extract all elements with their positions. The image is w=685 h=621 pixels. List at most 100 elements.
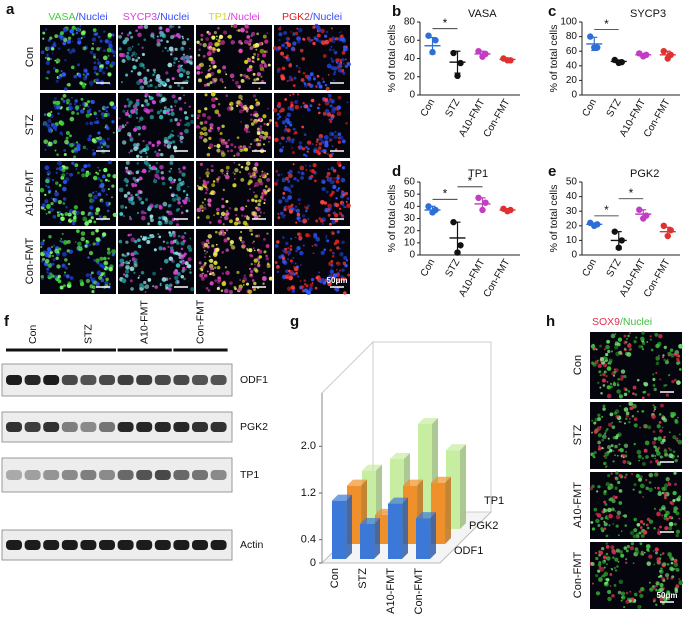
- micrograph-signal: [249, 268, 251, 270]
- column-header: VASA/Nuclei: [48, 11, 107, 23]
- micrograph-signal: [141, 201, 145, 205]
- micrograph-signal: [126, 161, 130, 165]
- micrograph-signal: [252, 60, 254, 62]
- micrograph-signal: [157, 233, 159, 235]
- micrograph-signal: [254, 139, 257, 142]
- micrograph-signal: [347, 197, 350, 200]
- micrograph-signal: [161, 176, 165, 180]
- micrograph-signal: [631, 542, 634, 545]
- micrograph-signal: [246, 131, 248, 133]
- micrograph-signal: [329, 249, 332, 252]
- micrograph-signal: [204, 243, 208, 247]
- micrograph-signal: [593, 421, 596, 424]
- micrograph-signal: [58, 280, 62, 284]
- micrograph-signal: [613, 460, 615, 462]
- micrograph-signal: [591, 420, 593, 422]
- micrograph-signal: [218, 114, 221, 117]
- micrograph-signal: [606, 381, 608, 383]
- micrograph-signal: [625, 558, 627, 560]
- micrograph-signal: [125, 167, 128, 170]
- micrograph-signal: [316, 276, 319, 279]
- micrograph-signal: [105, 278, 108, 281]
- micrograph-signal: [298, 146, 300, 148]
- micrograph-signal: [269, 119, 272, 122]
- micrograph-signal: [236, 105, 238, 107]
- bar-side: [374, 518, 380, 559]
- micrograph-signal: [86, 273, 90, 277]
- micrograph-signal: [613, 375, 615, 377]
- micrograph-signal: [602, 434, 607, 439]
- micrograph-signal: [61, 98, 64, 101]
- micrograph-signal: [47, 57, 50, 60]
- micrograph-signal: [342, 51, 346, 55]
- micrograph-signal: [614, 445, 618, 449]
- micrograph-signal: [203, 207, 206, 210]
- micrograph-signal: [100, 239, 102, 241]
- micrograph-signal: [614, 487, 617, 490]
- micrograph-signal: [318, 137, 322, 141]
- micrograph-signal: [169, 186, 171, 188]
- micrograph-signal: [54, 34, 58, 38]
- micrograph-signal: [595, 418, 598, 421]
- y-axis-label: % of total cells: [386, 185, 398, 253]
- micrograph-signal: [46, 213, 48, 215]
- micrograph-signal: [327, 153, 329, 155]
- micrograph-signal: [64, 140, 69, 145]
- micrograph-signal: [150, 115, 154, 119]
- micrograph-signal: [164, 140, 168, 144]
- micrograph-signal: [50, 111, 52, 113]
- micrograph-signal: [231, 25, 233, 27]
- micrograph-signal: [182, 36, 184, 38]
- micrograph-signal: [65, 206, 67, 208]
- micrograph-signal: [264, 250, 267, 253]
- micrograph-signal: [222, 232, 226, 236]
- micrograph-signal: [240, 74, 243, 77]
- micrograph-signal: [250, 175, 253, 178]
- micrograph-signal: [662, 439, 666, 443]
- micrograph-signal: [62, 264, 66, 268]
- micrograph-signal: [172, 94, 176, 98]
- micrograph-signal: [609, 497, 613, 501]
- micrograph-signal: [261, 197, 264, 200]
- micrograph-signal: [113, 132, 115, 134]
- micrograph-signal: [259, 181, 263, 185]
- micrograph-signal: [176, 263, 181, 268]
- micrograph-signal: [174, 118, 177, 121]
- micrograph-signal: [616, 549, 620, 553]
- micrograph-signal: [89, 135, 92, 138]
- micrograph-signal: [655, 372, 657, 374]
- micrograph-signal: [249, 254, 252, 257]
- micrograph-signal: [51, 198, 53, 200]
- micrograph-signal: [143, 281, 146, 284]
- micrograph-signal: [618, 443, 620, 445]
- micrograph-signal: [592, 583, 594, 585]
- micrograph-signal: [128, 200, 131, 203]
- micrograph-signal: [659, 575, 662, 578]
- micrograph-signal: [122, 140, 126, 144]
- micrograph-signal: [83, 46, 87, 50]
- micrograph-signal: [184, 232, 186, 234]
- blot-band: [211, 375, 227, 385]
- micrograph-signal: [336, 261, 340, 265]
- micrograph-signal: [615, 341, 619, 345]
- micrograph-signal: [127, 132, 131, 136]
- micrograph-signal: [675, 498, 677, 500]
- micrograph-signal: [295, 205, 298, 208]
- micrograph-signal: [253, 241, 255, 243]
- micrograph-signal: [240, 178, 244, 182]
- micrograph-signal: [614, 454, 616, 456]
- micrograph-signal: [167, 246, 169, 248]
- micrograph-signal: [611, 422, 613, 424]
- micrograph-signal: [229, 219, 233, 223]
- micrograph-signal: [666, 477, 670, 481]
- micrograph-signal: [170, 108, 173, 111]
- micrograph-signal: [295, 263, 297, 265]
- micrograph-signal: [302, 214, 305, 217]
- micrograph-signal: [139, 191, 142, 194]
- micrograph-signal: [256, 78, 259, 81]
- micrograph-signal: [344, 264, 347, 267]
- micrograph-signal: [212, 50, 215, 53]
- micrograph-signal: [652, 585, 655, 588]
- micrograph-signal: [53, 125, 58, 130]
- micrograph-signal: [216, 148, 220, 152]
